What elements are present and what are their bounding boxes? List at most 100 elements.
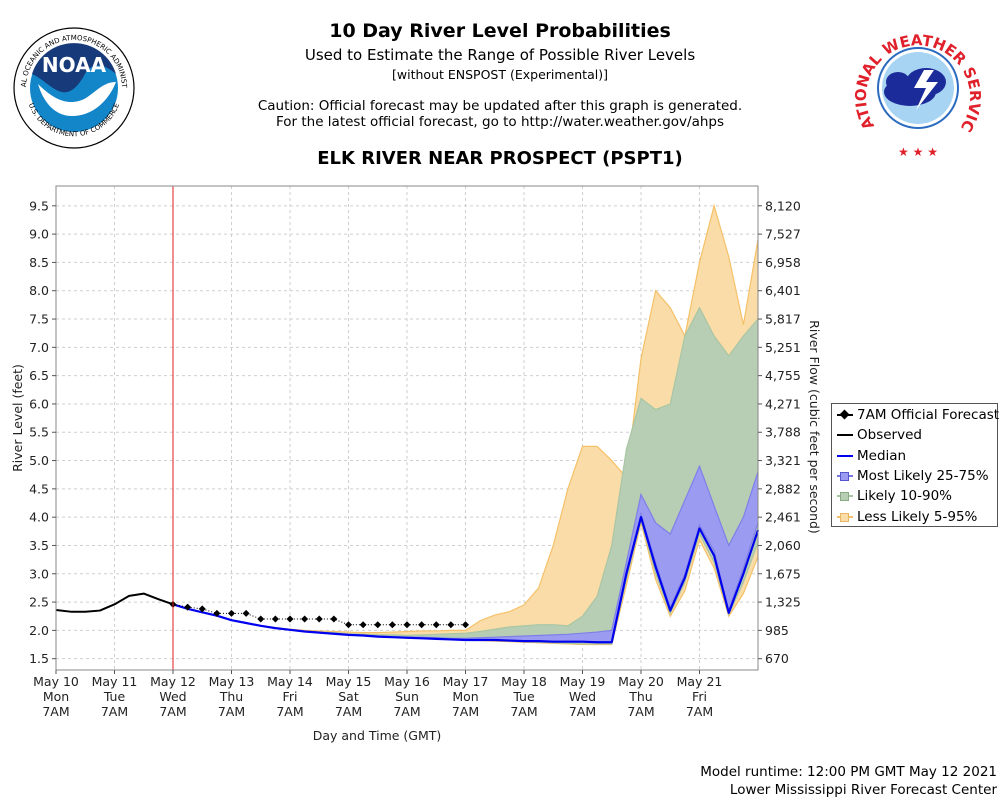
x-tick-label: Fri (283, 689, 298, 704)
x-tick-label: 7AM (276, 704, 303, 719)
legend-diamond-line-icon (836, 409, 854, 421)
official-forecast-point (184, 603, 192, 611)
y-tick-label: 7.5 (29, 312, 49, 327)
y2-tick-label: 8,120 (765, 198, 801, 213)
x-tick-label: 7AM (393, 704, 420, 719)
x-tick-label: 7AM (159, 704, 186, 719)
y-axis-label: River Level (feet) (10, 364, 25, 472)
y2-tick-label: 3,788 (765, 425, 801, 440)
y2-tick-label: 4,755 (765, 368, 801, 383)
x-tick-label: May 18 (501, 674, 547, 689)
official-forecast-point (242, 609, 250, 617)
legend-item-25-75: Most Likely 25-75% (836, 466, 997, 486)
legend-blue-line-icon (836, 450, 854, 462)
official-forecast-point (403, 621, 411, 629)
y-tick-label: 9.0 (29, 227, 49, 242)
x-tick-label: Tue (103, 689, 126, 704)
x-tick-label: May 16 (384, 674, 430, 689)
x-tick-label: 7AM (627, 704, 654, 719)
x-tick-label: Thu (219, 689, 243, 704)
official-forecast-point (286, 615, 294, 623)
x-tick-label: Sun (395, 689, 419, 704)
y-tick-label: 4.0 (29, 510, 49, 525)
x-tick-label: Wed (569, 689, 596, 704)
official-forecast-point (257, 615, 265, 623)
x-tick-label: May 14 (267, 674, 313, 689)
y-tick-label: 3.0 (29, 566, 49, 581)
official-forecast-point (213, 609, 221, 617)
x-tick-label: May 12 (150, 674, 196, 689)
y2-tick-label: 985 (765, 623, 789, 638)
x-tick-label: 7AM (101, 704, 128, 719)
y2-tick-label: 670 (765, 651, 789, 666)
x-tick-label: 7AM (335, 704, 362, 719)
official-forecast-point (345, 621, 352, 629)
legend-item-observed: Observed (836, 425, 997, 445)
x-tick-label: 7AM (569, 704, 596, 719)
noaa-logo: NOAA NATIONAL OCEANIC AND ATMOSPHERIC AD… (12, 12, 135, 149)
x-tick-label: Thu (628, 689, 652, 704)
band-25-75 (173, 466, 758, 643)
y-tick-label: 2.5 (29, 595, 49, 610)
x-tick-label: Mon (452, 689, 478, 704)
x-tick-label: 7AM (42, 704, 69, 719)
x-tick-label: Sat (338, 689, 359, 704)
legend-item-10-90: Likely 10-90% (836, 486, 997, 506)
legend-item-official-forecast: 7AM Official Forecast (836, 405, 1000, 425)
legend-label: Less Likely 5-95% (857, 508, 978, 525)
y-tick-label: 3.5 (29, 538, 49, 553)
legend-label: Median (857, 447, 907, 464)
noaa-logo-text: NOAA (42, 53, 107, 77)
model-runtime: Model runtime: 12:00 PM GMT May 12 2021 (700, 764, 997, 780)
official-forecast-point (228, 609, 235, 617)
x-tick-label: Tue (512, 689, 535, 704)
x-tick-label: May 11 (92, 674, 138, 689)
chart-title: 10 Day River Level Probabilities (329, 20, 671, 42)
official-forecast-point (359, 621, 367, 629)
official-forecast-point (271, 615, 279, 623)
x-tick-label: Wed (159, 689, 186, 704)
nws-logo: NATIONAL WEATHER SERVICE ★ ★ ★ (854, 10, 982, 159)
y-tick-label: 8.0 (29, 283, 49, 298)
official-forecast-line (172, 603, 466, 626)
y2-tick-label: 3,321 (765, 453, 801, 468)
y2-tick-label: 1,675 (765, 566, 801, 581)
y-tick-label: 1.5 (29, 651, 49, 666)
y2-tick-label: 2,461 (765, 510, 801, 525)
nws-stars-icon: ★ ★ ★ (898, 145, 938, 159)
official-forecast-point (198, 605, 206, 613)
chart-legend: 7AM Official Forecast Observed Median Mo… (831, 403, 1000, 527)
x-tick-label: May 13 (209, 674, 255, 689)
y-tick-label: 5.0 (29, 453, 49, 468)
chart-subtitle-note: [without ENSPOST (Experimental)] (392, 67, 608, 82)
y-tick-label: 5.5 (29, 425, 49, 440)
x-tick-label: 7AM (686, 704, 713, 719)
band-5-95 (173, 205, 758, 645)
legend-label: 7AM Official Forecast (857, 407, 1000, 424)
y2-tick-label: 1,325 (765, 595, 801, 610)
y-tick-label: 2.0 (29, 623, 49, 638)
legend-label: Observed (857, 427, 922, 444)
official-forecast-point (462, 621, 469, 629)
y2-tick-label: 2,060 (765, 538, 801, 553)
legend-orange-box-icon (836, 511, 854, 523)
official-forecast-point (374, 621, 382, 629)
legend-item-5-95: Less Likely 5-95% (836, 506, 997, 526)
official-forecast-point (447, 621, 455, 629)
y-tick-label: 4.5 (29, 481, 49, 496)
band-10-90 (173, 307, 758, 644)
x-tick-label: May 21 (677, 674, 723, 689)
legend-purple-box-icon (836, 470, 854, 482)
y2-tick-label: 2,882 (765, 481, 801, 496)
x-tick-label: 7AM (510, 704, 537, 719)
chart-subtitle: Used to Estimate the Range of Possible R… (304, 46, 696, 64)
y-tick-label: 6.5 (29, 368, 49, 383)
official-forecast-point (388, 621, 396, 629)
official-forecast-point (315, 615, 323, 623)
median-line (172, 516, 760, 644)
x-tick-label: May 10 (33, 674, 79, 689)
x-tick-label: May 17 (443, 674, 489, 689)
legend-label: Most Likely 25-75% (857, 468, 989, 485)
official-forecast-point (330, 615, 338, 623)
